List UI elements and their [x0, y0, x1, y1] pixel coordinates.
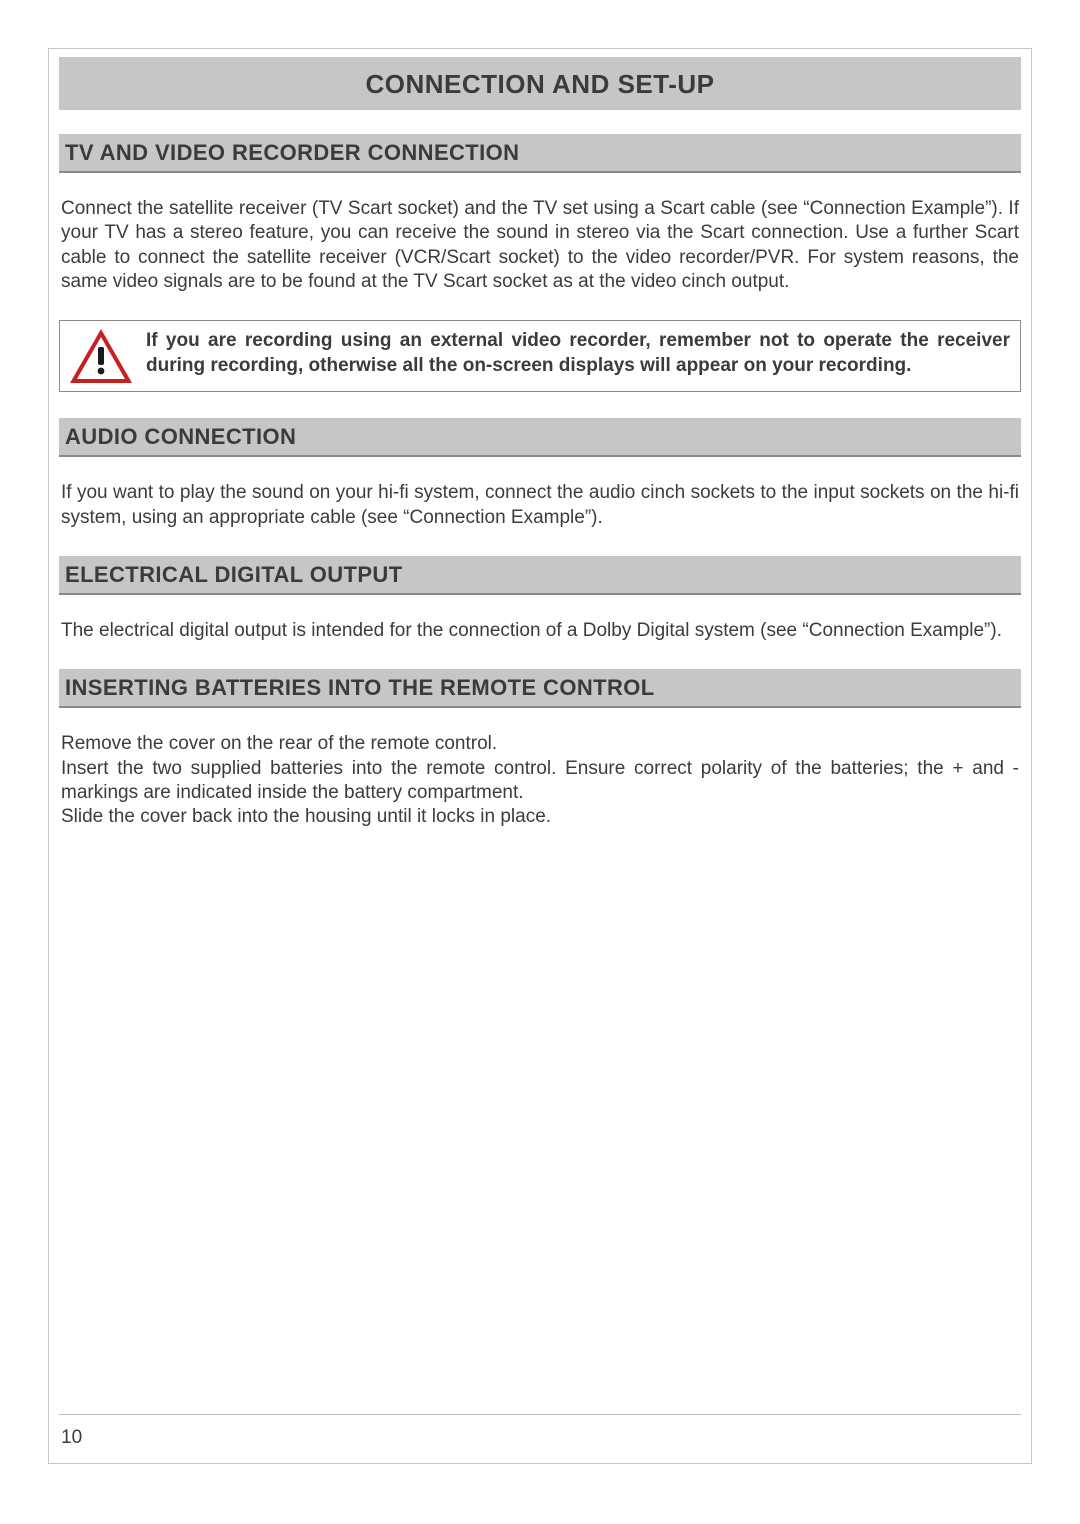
- batteries-p1: Remove the cover on the rear of the remo…: [61, 732, 1019, 756]
- section-heading-text: ELECTRICAL DIGITAL OUTPUT: [65, 562, 1015, 588]
- section-heading-tv: TV AND VIDEO RECORDER CONNECTION: [59, 134, 1021, 173]
- tv-paragraph: Connect the satellite receiver (TV Scart…: [61, 197, 1019, 294]
- page-number: 10: [61, 1427, 82, 1449]
- warning-box: If you are recording using an external v…: [59, 320, 1021, 392]
- digital-paragraph: The electrical digital output is intende…: [61, 619, 1019, 643]
- section-heading-digital: ELECTRICAL DIGITAL OUTPUT: [59, 556, 1021, 595]
- section-heading-text: TV AND VIDEO RECORDER CONNECTION: [65, 140, 1015, 166]
- batteries-paragraphs: Remove the cover on the rear of the remo…: [61, 732, 1019, 829]
- footer-rule: [59, 1414, 1021, 1415]
- page-title: CONNECTION AND SET-UP: [63, 69, 1017, 100]
- page-frame: CONNECTION AND SET-UP TV AND VIDEO RECOR…: [48, 48, 1032, 1464]
- section-heading-text: INSERTING BATTERIES INTO THE REMOTE CONT…: [65, 675, 1015, 701]
- page-inner: CONNECTION AND SET-UP TV AND VIDEO RECOR…: [49, 49, 1031, 1463]
- warning-triangle-icon: [68, 327, 134, 385]
- page-title-bar: CONNECTION AND SET-UP: [59, 57, 1021, 110]
- audio-paragraph: If you want to play the sound on your hi…: [61, 481, 1019, 530]
- warning-text: If you are recording using an external v…: [146, 329, 1010, 378]
- batteries-p2: Insert the two supplied batteries into t…: [61, 757, 1019, 806]
- warning-icon-cell: [60, 321, 142, 391]
- section-heading-batteries: INSERTING BATTERIES INTO THE REMOTE CONT…: [59, 669, 1021, 708]
- section-heading-text: AUDIO CONNECTION: [65, 424, 1015, 450]
- batteries-p3: Slide the cover back into the housing un…: [61, 805, 1019, 829]
- warning-text-cell: If you are recording using an external v…: [142, 321, 1020, 391]
- section-heading-audio: AUDIO CONNECTION: [59, 418, 1021, 457]
